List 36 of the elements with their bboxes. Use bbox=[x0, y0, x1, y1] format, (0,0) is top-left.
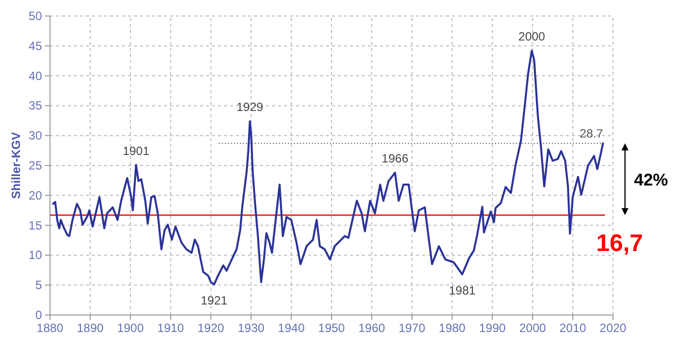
annotation: 1901 bbox=[122, 144, 150, 158]
annotation: 1921 bbox=[200, 294, 228, 308]
y-tick-label: 15 bbox=[28, 218, 42, 232]
x-tick-label: 2020 bbox=[600, 321, 627, 335]
y-tick-label: 10 bbox=[28, 248, 42, 262]
x-tick-label: 2000 bbox=[519, 321, 546, 335]
x-tick-label: 1950 bbox=[318, 321, 346, 335]
x-tick-label: 1890 bbox=[76, 321, 104, 335]
annotation: 1929 bbox=[236, 100, 264, 114]
y-axis-title: Shiller-KGV bbox=[9, 132, 23, 199]
y-tick-label: 5 bbox=[35, 278, 42, 292]
y-tick-label: 25 bbox=[28, 158, 42, 172]
y-tick-label: 20 bbox=[28, 188, 42, 202]
ref-line-label: 28.7 bbox=[580, 126, 604, 140]
x-tick-label: 2010 bbox=[559, 321, 586, 335]
x-tick-label: 1910 bbox=[157, 321, 184, 335]
y-tick-label: 50 bbox=[28, 9, 42, 23]
x-tick-label: 1940 bbox=[278, 321, 305, 335]
annotation: 1966 bbox=[382, 152, 409, 166]
y-tick-label: 0 bbox=[35, 308, 42, 322]
annotation: 1981 bbox=[448, 283, 476, 298]
x-tick-label: 1990 bbox=[479, 321, 506, 335]
ref-line-label: 16,7 bbox=[596, 230, 643, 258]
x-tick-label: 1930 bbox=[238, 321, 265, 335]
x-tick-label: 1970 bbox=[398, 321, 426, 335]
y-tick-label: 40 bbox=[28, 68, 42, 83]
y-tick-label: 30 bbox=[28, 128, 42, 143]
y-tick-label: 45 bbox=[28, 38, 42, 53]
x-tick-label: 1920 bbox=[198, 321, 225, 335]
y-tick-label: 35 bbox=[28, 98, 42, 113]
annotation: 2000 bbox=[518, 30, 546, 44]
x-tick-label: 1900 bbox=[117, 321, 144, 335]
text: 42% bbox=[634, 170, 668, 190]
x-tick-label: 1880 bbox=[36, 321, 64, 335]
x-tick-label: 1960 bbox=[358, 321, 386, 335]
x-tick-label: 1980 bbox=[438, 321, 466, 335]
